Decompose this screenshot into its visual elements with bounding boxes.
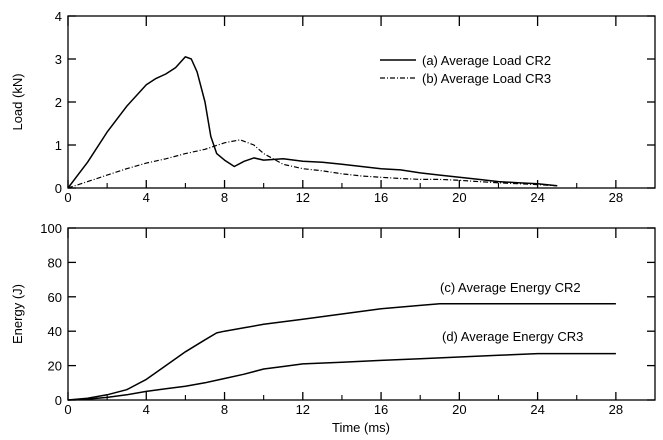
energy-x-tick-label: 16	[374, 402, 388, 417]
load-x-tick-label: 0	[64, 190, 71, 205]
load-series	[67, 56, 558, 189]
energy-plot-frame	[67, 227, 656, 401]
energy-y-tick-label: 40	[48, 324, 62, 339]
load-series-line-0	[67, 56, 558, 189]
legend-label-cr3: (b) Average Load CR3	[422, 71, 551, 86]
energy-series	[67, 302, 616, 401]
load-y-axis-label: Load (kN)	[10, 73, 25, 130]
load-x-tick-label: 8	[221, 190, 228, 205]
load-legend: (a) Average Load CR2 (b) Average Load CR…	[380, 53, 551, 86]
load-y-tick-label: 4	[55, 9, 62, 24]
energy-y-tick-label: 80	[48, 255, 62, 270]
load-plot-frame	[67, 15, 656, 189]
energy-y-tick-label: 100	[40, 221, 62, 236]
energy-series-line-0	[67, 302, 616, 401]
load-x-tick-label: 20	[452, 190, 466, 205]
energy-x-tick-label: 28	[609, 402, 623, 417]
load-y-tick-label: 1	[55, 138, 62, 153]
label-energy-cr3: (d) Average Energy CR3	[442, 329, 583, 344]
energy-x-tick-label: 24	[530, 402, 544, 417]
label-energy-cr2: (c) Average Energy CR2	[440, 280, 581, 295]
time-x-axis-label: Time (ms)	[332, 420, 390, 435]
load-x-tick-label: 4	[143, 190, 150, 205]
energy-series-line-1	[67, 352, 616, 401]
energy-x-tick-label: 20	[452, 402, 466, 417]
load-y-tick-label: 3	[55, 52, 62, 67]
energy-y-tick-label: 60	[48, 290, 62, 305]
energy-y-tick-label: 0	[55, 393, 62, 408]
energy-y-axis-label: Energy (J)	[10, 284, 25, 344]
energy-panel: 0 4 8 12 16 20 24 28 0 20 40 60 80 100 Energy (J) Tim…	[10, 221, 656, 435]
energy-x-tick-label: 4	[143, 402, 150, 417]
energy-ticks: 0 4 8 12 16 20 24 28 0 20 40 60 80 100	[40, 221, 655, 417]
energy-x-tick-label: 0	[64, 402, 71, 417]
load-y-tick-label: 2	[55, 95, 62, 110]
load-series-line-1	[67, 139, 558, 189]
load-x-tick-label: 24	[530, 190, 544, 205]
energy-x-tick-label: 8	[221, 402, 228, 417]
load-x-tick-label: 16	[374, 190, 388, 205]
load-x-tick-label: 28	[609, 190, 623, 205]
load-y-tick-label: 0	[55, 181, 62, 196]
legend-label-cr2: (a) Average Load CR2	[422, 53, 551, 68]
energy-y-tick-label: 20	[48, 359, 62, 374]
load-x-tick-label: 12	[296, 190, 310, 205]
energy-x-tick-label: 12	[296, 402, 310, 417]
